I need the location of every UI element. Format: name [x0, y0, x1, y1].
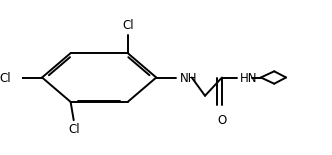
Text: Cl: Cl [0, 73, 11, 86]
Text: HN: HN [240, 73, 257, 86]
Text: O: O [217, 114, 227, 127]
Text: Cl: Cl [122, 19, 133, 32]
Text: Cl: Cl [68, 123, 80, 136]
Text: NH: NH [179, 73, 197, 86]
